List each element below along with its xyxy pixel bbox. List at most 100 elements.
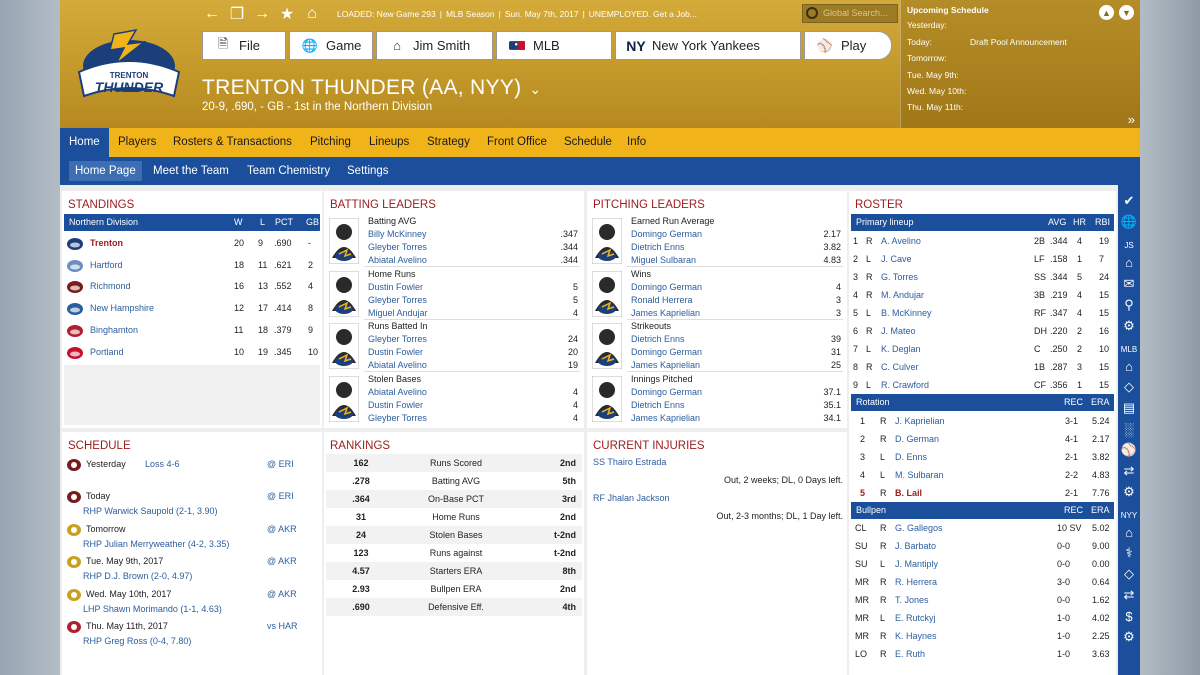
tab-front-office[interactable]: Front Office	[487, 136, 547, 148]
tab-schedule[interactable]: Schedule	[564, 136, 612, 148]
player-name[interactable]: E. Ruth	[895, 649, 926, 659]
lineup-row[interactable]: 2 L J. Cave LF .158 1 7	[849, 250, 1114, 268]
pitching-leader-row[interactable]: James Kaprielian 34.1	[631, 412, 841, 425]
lineup-row[interactable]: 1 R A. Avelino 2B .344 4 19	[849, 232, 1114, 250]
player-name[interactable]: M. Sulbaran	[895, 470, 944, 480]
home-icon[interactable]: ⌂	[1125, 524, 1133, 540]
batting-leader-row[interactable]: Abiatal Avelino 4	[368, 386, 578, 399]
standings-row[interactable]: Richmond 16 13 .552 4	[62, 276, 320, 297]
opponent[interactable]: @ AKR	[267, 523, 297, 534]
team-name[interactable]: Trenton	[90, 238, 123, 248]
standings-row[interactable]: New Hampshire 12 17 .414 8	[62, 298, 320, 319]
player-name[interactable]: Miguel Andujar	[368, 307, 428, 318]
tab-team-chemistry[interactable]: Team Chemistry	[247, 165, 331, 177]
globe-icon[interactable]: 🌐	[1120, 214, 1138, 229]
player-name[interactable]: Dustin Fowler	[368, 399, 424, 410]
employment-status[interactable]: UNEMPLOYED. Get a Job...	[588, 9, 697, 19]
player-name[interactable]: T. Jones	[895, 595, 929, 605]
player-name[interactable]: J. Cave	[881, 254, 912, 264]
injured-player[interactable]: SS Thairo Estrada	[593, 457, 667, 467]
pitching-leader-row[interactable]: Domingo German 31	[631, 346, 841, 359]
batting-leader-row[interactable]: Billy McKinney .347	[368, 228, 578, 241]
player-name[interactable]: James Kaprielian	[631, 412, 701, 423]
schedule-item[interactable]: Tomorrow @ AKR RHP Julian Merryweather (4-…	[62, 521, 320, 553]
game-menu-button[interactable]: 🌐 Game	[289, 31, 373, 60]
back-arrow-icon[interactable]: ←	[204, 5, 220, 22]
batting-leader-row[interactable]: Gleyber Torres 24	[368, 333, 578, 346]
probable-pitcher[interactable]: RHP Warwick Saupold (2-1, 3.90)	[83, 506, 218, 517]
bullpen-row[interactable]: SU L J. Mantiply 0-0 0.00	[849, 555, 1114, 573]
batting-leader-row[interactable]: Abiatal Avelino .344	[368, 254, 578, 267]
player-name[interactable]: Dustin Fowler	[368, 347, 424, 357]
team-name[interactable]: Binghamton	[90, 324, 139, 335]
pitching-leader-row[interactable]: Ronald Herrera 3	[631, 294, 841, 307]
lineup-row[interactable]: 8 R C. Culver 1B .287 3 15	[849, 358, 1114, 376]
diamond-icon[interactable]: ◇	[1124, 566, 1134, 581]
stethoscope-icon[interactable]: ⚕	[1125, 545, 1133, 560]
rotation-row[interactable]: 2 R D. German 4-1 2.17	[849, 430, 1114, 448]
player-name[interactable]: Billy McKinney	[368, 229, 427, 239]
transfer-icon[interactable]: ⇄	[1123, 587, 1135, 602]
player-name[interactable]: J. Barbato	[895, 541, 937, 551]
chevron-down-icon[interactable]: ▼	[1119, 5, 1134, 20]
tab-strategy[interactable]: Strategy	[427, 136, 470, 148]
team-name[interactable]: New Hampshire	[90, 303, 155, 314]
schedule-item[interactable]: Wed. May 10th, 2017 @ AKR LHP Shawn Morima…	[62, 586, 320, 618]
player-name[interactable]: B. McKinney	[881, 308, 932, 318]
player-name[interactable]: G. Gallegos	[895, 523, 943, 533]
bullpen-row[interactable]: SU R J. Barbato 0-0 9.00	[849, 537, 1114, 555]
pitching-leader-row[interactable]: Dietrich Enns 35.1	[631, 399, 841, 412]
player-name[interactable]: Dietrich Enns	[631, 242, 685, 252]
player-name[interactable]: G. Torres	[881, 272, 918, 282]
player-name[interactable]: E. Rutckyj	[895, 613, 936, 623]
home-icon[interactable]: ⌂	[1125, 358, 1133, 374]
play-button[interactable]: ⚾ Play	[804, 31, 892, 60]
gear-icon[interactable]: ⚙	[1123, 318, 1135, 333]
chevron-down-icon[interactable]: ⌄	[529, 81, 542, 97]
bullpen-row[interactable]: MR R T. Jones 0-0 1.62	[849, 591, 1114, 609]
player-name[interactable]: D. Enns	[895, 452, 928, 462]
tab-pitching[interactable]: Pitching	[310, 136, 351, 148]
player-name[interactable]: J. Mateo	[881, 326, 916, 336]
rotation-row[interactable]: 4 L M. Sulbaran 2-2 4.83	[849, 466, 1114, 484]
player-name[interactable]: C. Culver	[881, 362, 919, 372]
probable-pitcher[interactable]: RHP Greg Ross (0-4, 7.80)	[83, 636, 192, 646]
opponent[interactable]: @ ERI	[267, 459, 294, 469]
player-name[interactable]: D. German	[895, 434, 940, 444]
tab-rosters-transactions[interactable]: Rosters & Transactions	[173, 136, 292, 148]
team-name[interactable]: Richmond	[90, 281, 131, 292]
home-icon[interactable]: ⌂	[307, 5, 317, 22]
player-name[interactable]: Gleyber Torres	[368, 242, 427, 252]
manager-menu-button[interactable]: ⌂ Jim Smith	[376, 31, 493, 60]
standings-row[interactable]: Hartford 18 11 .621 2	[62, 255, 320, 276]
player-name[interactable]: Abiatal Avelino	[368, 255, 427, 265]
player-name[interactable]: Ronald Herrera	[631, 294, 693, 305]
star-icon[interactable]: ★	[279, 6, 295, 23]
schedule-item[interactable]: Today @ ERI RHP Warwick Saupold (2-1, 3.90…	[62, 488, 320, 520]
batting-leader-row[interactable]: Dustin Fowler 20	[368, 346, 578, 359]
tab-lineups[interactable]: Lineups	[369, 136, 410, 148]
lineup-row[interactable]: 3 R G. Torres SS .344 5 24	[849, 268, 1114, 286]
global-search-input[interactable]: Global Search...	[802, 4, 898, 23]
player-name[interactable]: Dustin Fowler	[368, 281, 424, 292]
player-name[interactable]: R. Herrera	[895, 577, 938, 587]
pitching-leader-row[interactable]: Domingo German 2.17	[631, 228, 841, 241]
pitching-leader-row[interactable]: James Kaprielian 3	[631, 307, 841, 320]
player-name[interactable]: Gleyber Torres	[368, 334, 427, 344]
rotation-row[interactable]: 1 R J. Kaprielian 3-1 5.24	[849, 412, 1114, 430]
pitching-leader-row[interactable]: Domingo German 4	[631, 281, 841, 294]
batting-leader-row[interactable]: Gleyber Torres .344	[368, 241, 578, 254]
team-menu-button[interactable]: NY New York Yankees	[615, 31, 801, 60]
schedule-item[interactable]: Yesterday Loss 4-6 @ ERI	[62, 456, 320, 488]
pitching-leader-row[interactable]: Dietrich Enns 39	[631, 333, 841, 346]
batting-leader-row[interactable]: Gleyber Torres 4	[368, 412, 578, 425]
tab-settings[interactable]: Settings	[347, 165, 389, 177]
player-name[interactable]: Gleyber Torres	[368, 412, 427, 423]
opponent[interactable]: vs HAR	[267, 621, 298, 631]
file-menu-button[interactable]: 🗎 File	[202, 31, 286, 60]
lineup-row[interactable]: 6 R J. Mateo DH .220 2 16	[849, 322, 1114, 340]
schedule-item[interactable]: Tue. May 9th, 2017 @ AKR RHP D.J. Brown (2…	[62, 553, 320, 585]
batting-leader-row[interactable]: Miguel Andujar 4	[368, 307, 578, 320]
tab-home[interactable]: Home	[60, 128, 109, 157]
bar-chart-icon[interactable]: ░	[1124, 421, 1134, 437]
